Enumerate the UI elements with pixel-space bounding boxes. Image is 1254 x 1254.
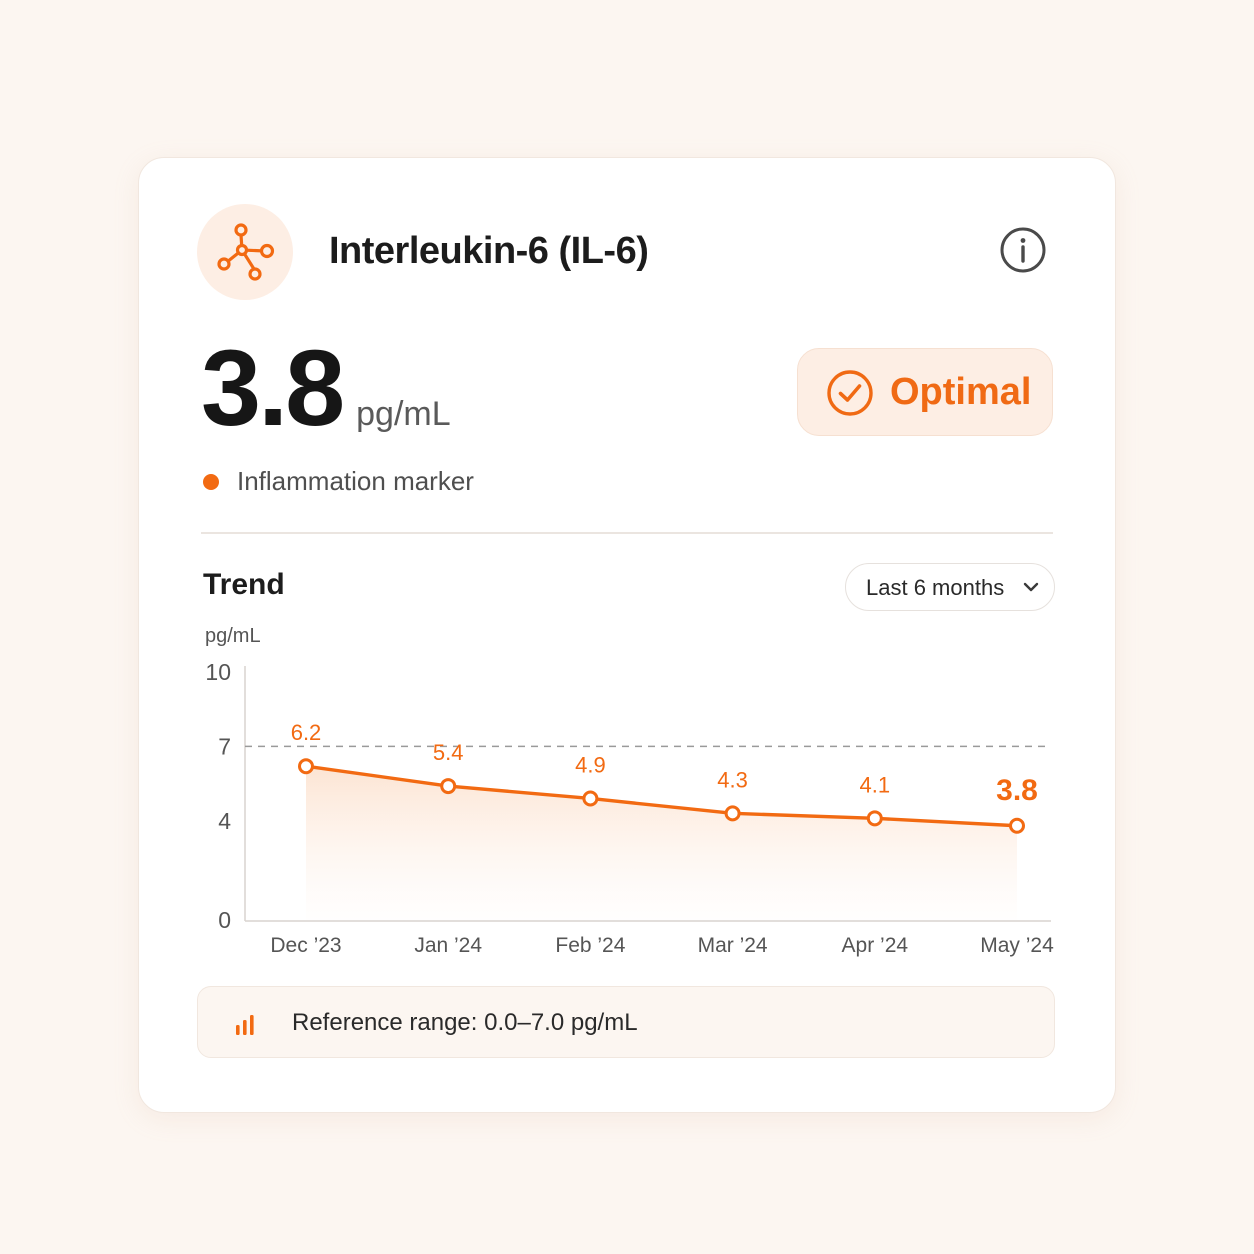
category-row: Inflammation marker [203, 466, 474, 497]
reference-range-box: Reference range: 0.0–7.0 pg/mL [197, 986, 1055, 1058]
data-label: 4.9 [575, 752, 606, 777]
current-unit: pg/mL [356, 395, 451, 433]
current-value-row: 3.8 pg/mL [201, 328, 451, 448]
data-point [582, 790, 599, 807]
category-label: Inflammation marker [237, 466, 474, 496]
bar-chart-icon [236, 1015, 254, 1035]
info-icon[interactable] [999, 226, 1047, 274]
data-point [440, 778, 457, 795]
current-value: 3.8 [201, 327, 345, 448]
x-tick-label: May ’24 [980, 934, 1054, 957]
trend-title: Trend [203, 568, 285, 601]
chevron-down-icon [1023, 582, 1039, 592]
data-point [298, 758, 314, 775]
y-axis-label: pg/mL [205, 625, 261, 647]
x-tick-label: Jan ’24 [414, 934, 482, 957]
time-range-label: Last 6 months [866, 575, 1005, 600]
category-dot [203, 473, 219, 490]
x-tick-label: Dec ’23 [270, 934, 341, 957]
data-point [724, 805, 741, 822]
biomarker-card: Interleukin-6 (IL-6) 3.8 pg/mL Optimal In… [138, 157, 1116, 1113]
trend-chart: pg/mL 0 4 7 10 6.2 5.4 4.9 4.3 4.1 3.8 Dec ’23 Jan ’… [205, 625, 1054, 957]
molecule-icon [197, 204, 293, 300]
data-point [1009, 817, 1025, 834]
series-line [304, 764, 1019, 828]
data-label: 4.3 [717, 767, 748, 792]
data-label: 3.8 [996, 774, 1038, 807]
y-tick-label: 4 [218, 808, 231, 834]
divider [201, 532, 1053, 534]
data-label: 6.2 [291, 720, 322, 745]
biomarker-title: Interleukin-6 (IL-6) [329, 230, 649, 272]
status-badge: Optimal [797, 348, 1053, 436]
check-circle-icon [827, 370, 873, 416]
data-label: 5.4 [433, 740, 464, 765]
status-label: Optimal [890, 371, 1032, 413]
data-label: 4.1 [860, 772, 891, 797]
y-tick-label: 0 [218, 907, 231, 933]
series-area [306, 766, 1017, 920]
time-range-select[interactable]: Last 6 months [845, 563, 1055, 611]
x-tick-label: Mar ’24 [698, 934, 768, 957]
y-tick-label: 7 [218, 733, 231, 759]
y-tick-label: 10 [205, 659, 231, 685]
x-tick-label: Feb ’24 [555, 934, 625, 957]
reference-range-label: Reference range: 0.0–7.0 pg/mL [292, 1009, 638, 1036]
x-tick-label: Apr ’24 [842, 934, 909, 957]
data-point [866, 810, 883, 827]
